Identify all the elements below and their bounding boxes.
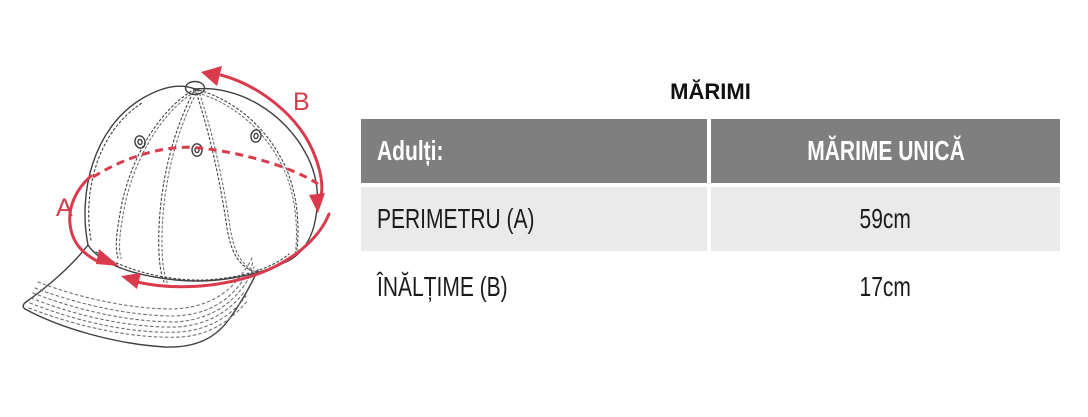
cap-top-button xyxy=(184,80,206,96)
table-header-audience-label: Adulți: xyxy=(377,135,444,166)
table-row-perimeter-value-cell: 59cm xyxy=(711,187,1060,251)
table-header-size-label: MĂRIME UNICĂ xyxy=(806,135,965,166)
measure-a-label: A xyxy=(56,194,73,222)
arrowhead-b-top-icon xyxy=(201,66,222,86)
table-row-height-value: 17cm xyxy=(859,271,912,302)
arrowhead-b-bottom-icon xyxy=(309,193,325,213)
table-header-size: MĂRIME UNICĂ xyxy=(711,119,1060,183)
measure-b-label: B xyxy=(293,88,310,116)
cap-panel-seams xyxy=(115,88,299,283)
size-table-title: MĂRIMI xyxy=(670,79,751,104)
table-row-height-label-cell: ÎNĂLȚIME (B) xyxy=(361,255,707,319)
cap-measurement-diagram: A B xyxy=(22,66,331,348)
cap-eyelets xyxy=(134,129,262,157)
arrowhead-a-right-icon xyxy=(96,249,119,266)
measure-a-circumference xyxy=(68,145,331,289)
cap-brim xyxy=(22,244,259,348)
size-table: Adulți: MĂRIME UNICĂ PERIMETRU (A) 59cm … xyxy=(361,119,1060,319)
table-row-height-value-cell: 17cm xyxy=(711,255,1060,319)
table-row-perimeter-label: PERIMETRU (A) xyxy=(377,203,535,234)
table-row-height-label: ÎNĂLȚIME (B) xyxy=(377,271,508,302)
table-row-perimeter-value: 59cm xyxy=(859,203,912,234)
arrowhead-a-left-icon xyxy=(121,273,141,289)
cap-crown-outline xyxy=(84,85,319,282)
table-row-perimeter-label-cell: PERIMETRU (A) xyxy=(361,187,707,251)
table-header-audience: Adulți: xyxy=(361,119,707,183)
measure-b-height-arc xyxy=(201,66,325,213)
